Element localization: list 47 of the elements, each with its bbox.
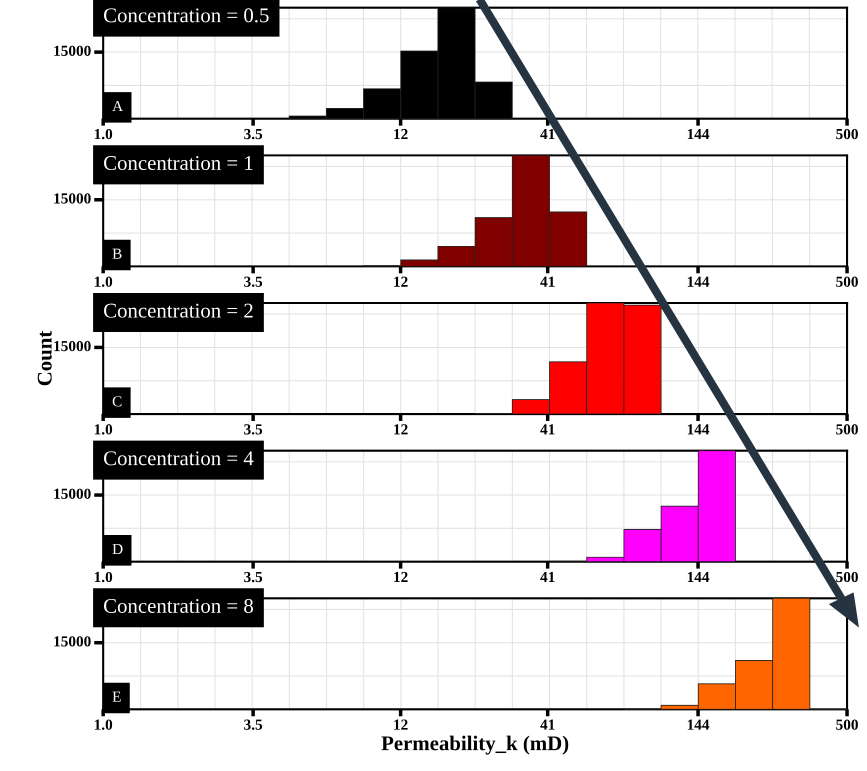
x-tick-label: 3.5 xyxy=(244,572,262,582)
x-tick-label: 144 xyxy=(688,128,710,140)
x-tick-label: 1.0 xyxy=(94,424,112,435)
annotation: Concentration = 4 xyxy=(104,451,254,466)
x-tick-label: 1.0 xyxy=(94,719,112,730)
x-tick-label: 3.5 xyxy=(244,276,262,287)
annotation: C xyxy=(112,396,122,406)
x-tick-label: 41 xyxy=(540,424,555,434)
x-tick-label: 144 xyxy=(688,572,710,582)
x-axis-title: Permeability_k (mD) xyxy=(381,736,568,755)
x-tick-label: 1.0 xyxy=(94,128,112,140)
annotation: B xyxy=(112,248,122,259)
x-tick-label: 12 xyxy=(394,720,408,730)
x-tick-label: 12 xyxy=(394,128,408,140)
x-tick-label: 41 xyxy=(540,276,555,287)
x-tick-label: 41 xyxy=(540,128,555,140)
x-tick-label: 3.5 xyxy=(244,720,262,730)
x-tick-label: 3.5 xyxy=(244,424,262,435)
x-tick-label: 500 xyxy=(836,276,858,287)
x-tick-label: 144 xyxy=(688,276,710,287)
x-tick-label: 500 xyxy=(836,128,858,140)
x-tick-label: 144 xyxy=(688,424,710,434)
annotation: Concentration = 1 xyxy=(104,156,253,170)
annotation: Concentration = 8 xyxy=(104,598,253,613)
text: 15000 xyxy=(54,636,91,647)
annotation: E xyxy=(112,692,121,702)
x-tick-label: 500 xyxy=(836,572,858,582)
text: 15000 xyxy=(54,488,91,499)
x-tick-label: 144 xyxy=(688,720,710,730)
annotation: Concentration = 2 xyxy=(104,304,253,318)
x-tick-label: 12 xyxy=(394,424,408,434)
x-tick-label: 41 xyxy=(540,720,555,730)
x-tick-label: 1.0 xyxy=(94,572,112,582)
y-axis-title: Count xyxy=(38,330,52,386)
x-tick-label: 500 xyxy=(836,424,858,434)
text: 15000 xyxy=(54,46,91,56)
text: 15000 xyxy=(54,340,91,352)
annotation: A xyxy=(112,100,124,112)
annotation: Concentration = 0.5 xyxy=(104,8,269,22)
x-tick-label: 1.0 xyxy=(94,276,112,287)
annotation: D xyxy=(112,544,123,554)
x-tick-label: 12 xyxy=(394,572,408,582)
x-tick-label: 3.5 xyxy=(244,128,262,140)
x-tick-label: 500 xyxy=(836,719,858,730)
x-tick-label: 12 xyxy=(394,276,408,287)
x-tick-label: 41 xyxy=(540,572,555,582)
text: 15000 xyxy=(54,193,91,204)
